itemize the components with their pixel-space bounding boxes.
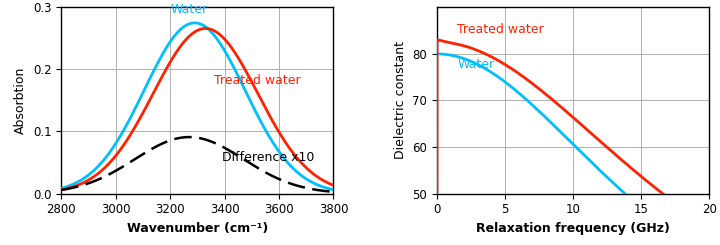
Text: Treated water: Treated water: [214, 74, 300, 87]
Y-axis label: Dielectric constant: Dielectric constant: [394, 41, 407, 159]
Text: Difference x10: Difference x10: [222, 151, 314, 164]
Text: Treated water: Treated water: [457, 23, 544, 36]
X-axis label: Relaxation frequency (GHz): Relaxation frequency (GHz): [476, 222, 670, 235]
Y-axis label: Absorbtion: Absorbtion: [14, 67, 27, 134]
Text: Water: Water: [457, 58, 495, 71]
Text: Water: Water: [171, 3, 208, 16]
X-axis label: Wavenumber (cm⁻¹): Wavenumber (cm⁻¹): [127, 222, 268, 235]
